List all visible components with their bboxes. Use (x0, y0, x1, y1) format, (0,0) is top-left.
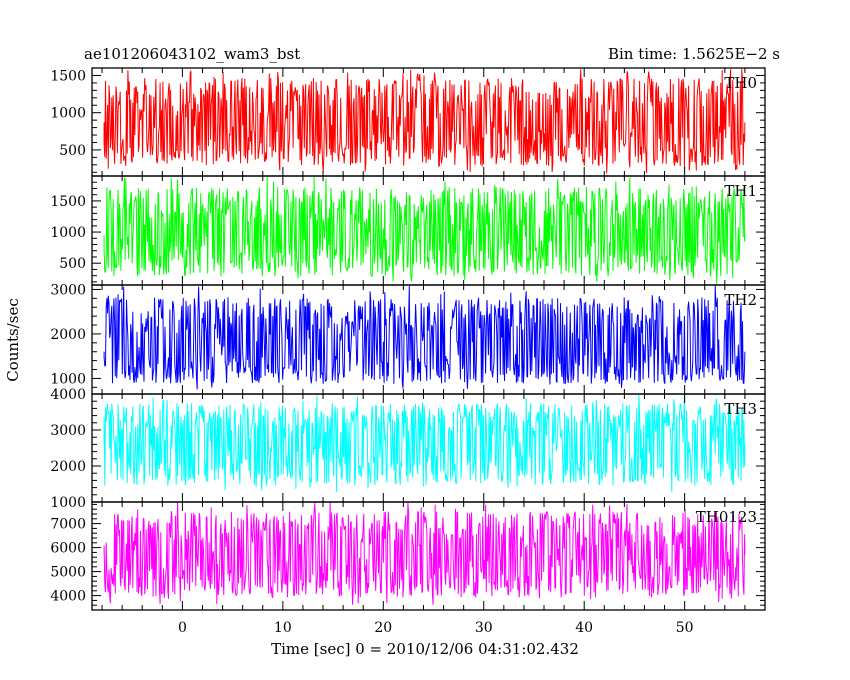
y-tick-label: 1000 (50, 495, 86, 511)
panel-frame (91, 501, 766, 611)
series-label-th1: TH1 (724, 182, 757, 200)
chart-title: ae101206043102_wam3_bst (84, 45, 300, 63)
x-tick-label: 10 (274, 620, 292, 636)
y-tick-label: 5000 (50, 565, 86, 581)
x-tick-label: 0 (178, 620, 187, 636)
y-tick-label: 4000 (50, 589, 86, 605)
y-tick-label: 1000 (50, 106, 86, 122)
y-tick-label: 2000 (50, 459, 86, 475)
y-tick-label: 1500 (50, 194, 86, 210)
series-line-th0 (103, 68, 746, 174)
panel-th1: 500 1000 1500 TH1 (50, 175, 766, 286)
y-tick-label: 4000 (50, 387, 86, 403)
y-tick-label: 3000 (50, 282, 86, 298)
series-label-th3: TH3 (724, 400, 757, 418)
y-tick-label: 500 (59, 143, 86, 159)
panel-th0123: 4000 5000 6000 7000 TH0123 (50, 501, 766, 611)
series-line-th3 (103, 394, 746, 493)
y-tick-label: 7000 (50, 517, 86, 533)
x-tick-label: 30 (475, 620, 493, 636)
series-line-th0123 (103, 502, 746, 605)
y-tick-label: 2000 (50, 327, 86, 343)
y-tick-label: 1500 (50, 68, 86, 84)
y-tick-label: 500 (59, 256, 86, 272)
series-label-th0: TH0 (724, 74, 757, 92)
series-label-th0123: TH0123 (696, 508, 757, 526)
series-line-th1 (103, 176, 746, 284)
panel-th3: 1000 2000 3000 4000 TH3 (50, 387, 766, 511)
y-tick-label: 3000 (50, 423, 86, 439)
y-tick-label: 1000 (50, 225, 86, 241)
series-label-th2: TH2 (724, 291, 757, 309)
y-tick-label: 1000 (50, 371, 86, 387)
x-tick-label: 20 (374, 620, 392, 636)
bin-time-label: Bin time: 1.5625E−2 s (608, 45, 780, 63)
x-tick-label: 50 (676, 620, 694, 636)
panel-th2: 1000 2000 3000 TH2 (50, 282, 766, 395)
x-axis-label: Time [sec] 0 = 2010/12/06 04:31:02.432 (271, 640, 579, 658)
x-tick-label: 40 (575, 620, 593, 636)
series-line-th2 (103, 285, 746, 390)
y-axis-label: Counts/sec (4, 298, 22, 382)
panel-th0: 500 1000 1500 TH0 (50, 67, 766, 177)
y-tick-label: 6000 (50, 541, 86, 557)
